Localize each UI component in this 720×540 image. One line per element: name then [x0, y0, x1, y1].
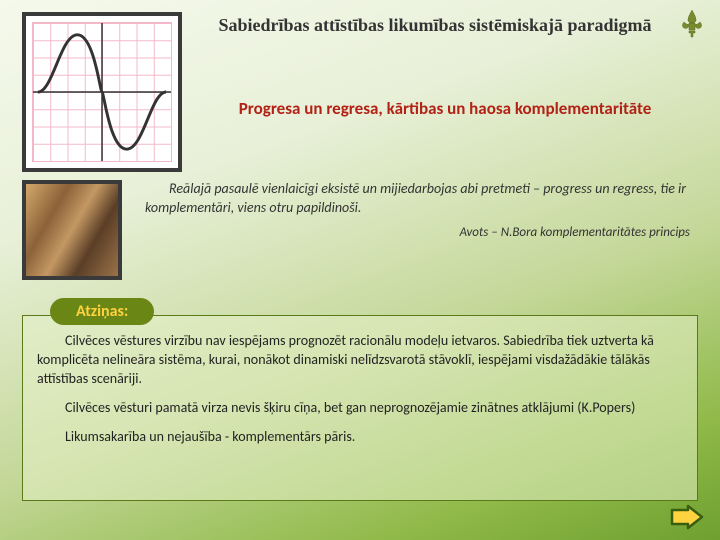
fleur-de-lis-icon: [676, 8, 708, 40]
body-para-1: Reālajā pasaulē vienlaicīgi eksistē un m…: [145, 180, 690, 218]
conclusion-p2: Cilvēces vēsturi pamatā virza nevis šķir…: [37, 399, 683, 418]
conclusions-box: Cilvēces vēstures virzību nav iespējams …: [22, 315, 698, 501]
conclusion-p3: Likumsakarība un nejaušība - komplementā…: [37, 428, 683, 447]
page-title: Sabiedrības attīstības likumības sistēmi…: [200, 14, 670, 37]
next-arrow-icon[interactable]: [670, 504, 704, 530]
conclusions-badge: Atziņas:: [50, 298, 154, 325]
body-text-block: Reālajā pasaulē vienlaicīgi eksistē un m…: [145, 180, 690, 241]
page-subtitle: Progresa un regresa, kārtibas un haosa k…: [200, 98, 690, 120]
wave-graph: [22, 12, 182, 172]
sculpture-image: [22, 180, 122, 280]
body-source: Avots – N.Bora komplementaritātes princi…: [145, 224, 690, 242]
conclusion-p1: Cilvēces vēstures virzību nav iespējams …: [37, 332, 683, 389]
